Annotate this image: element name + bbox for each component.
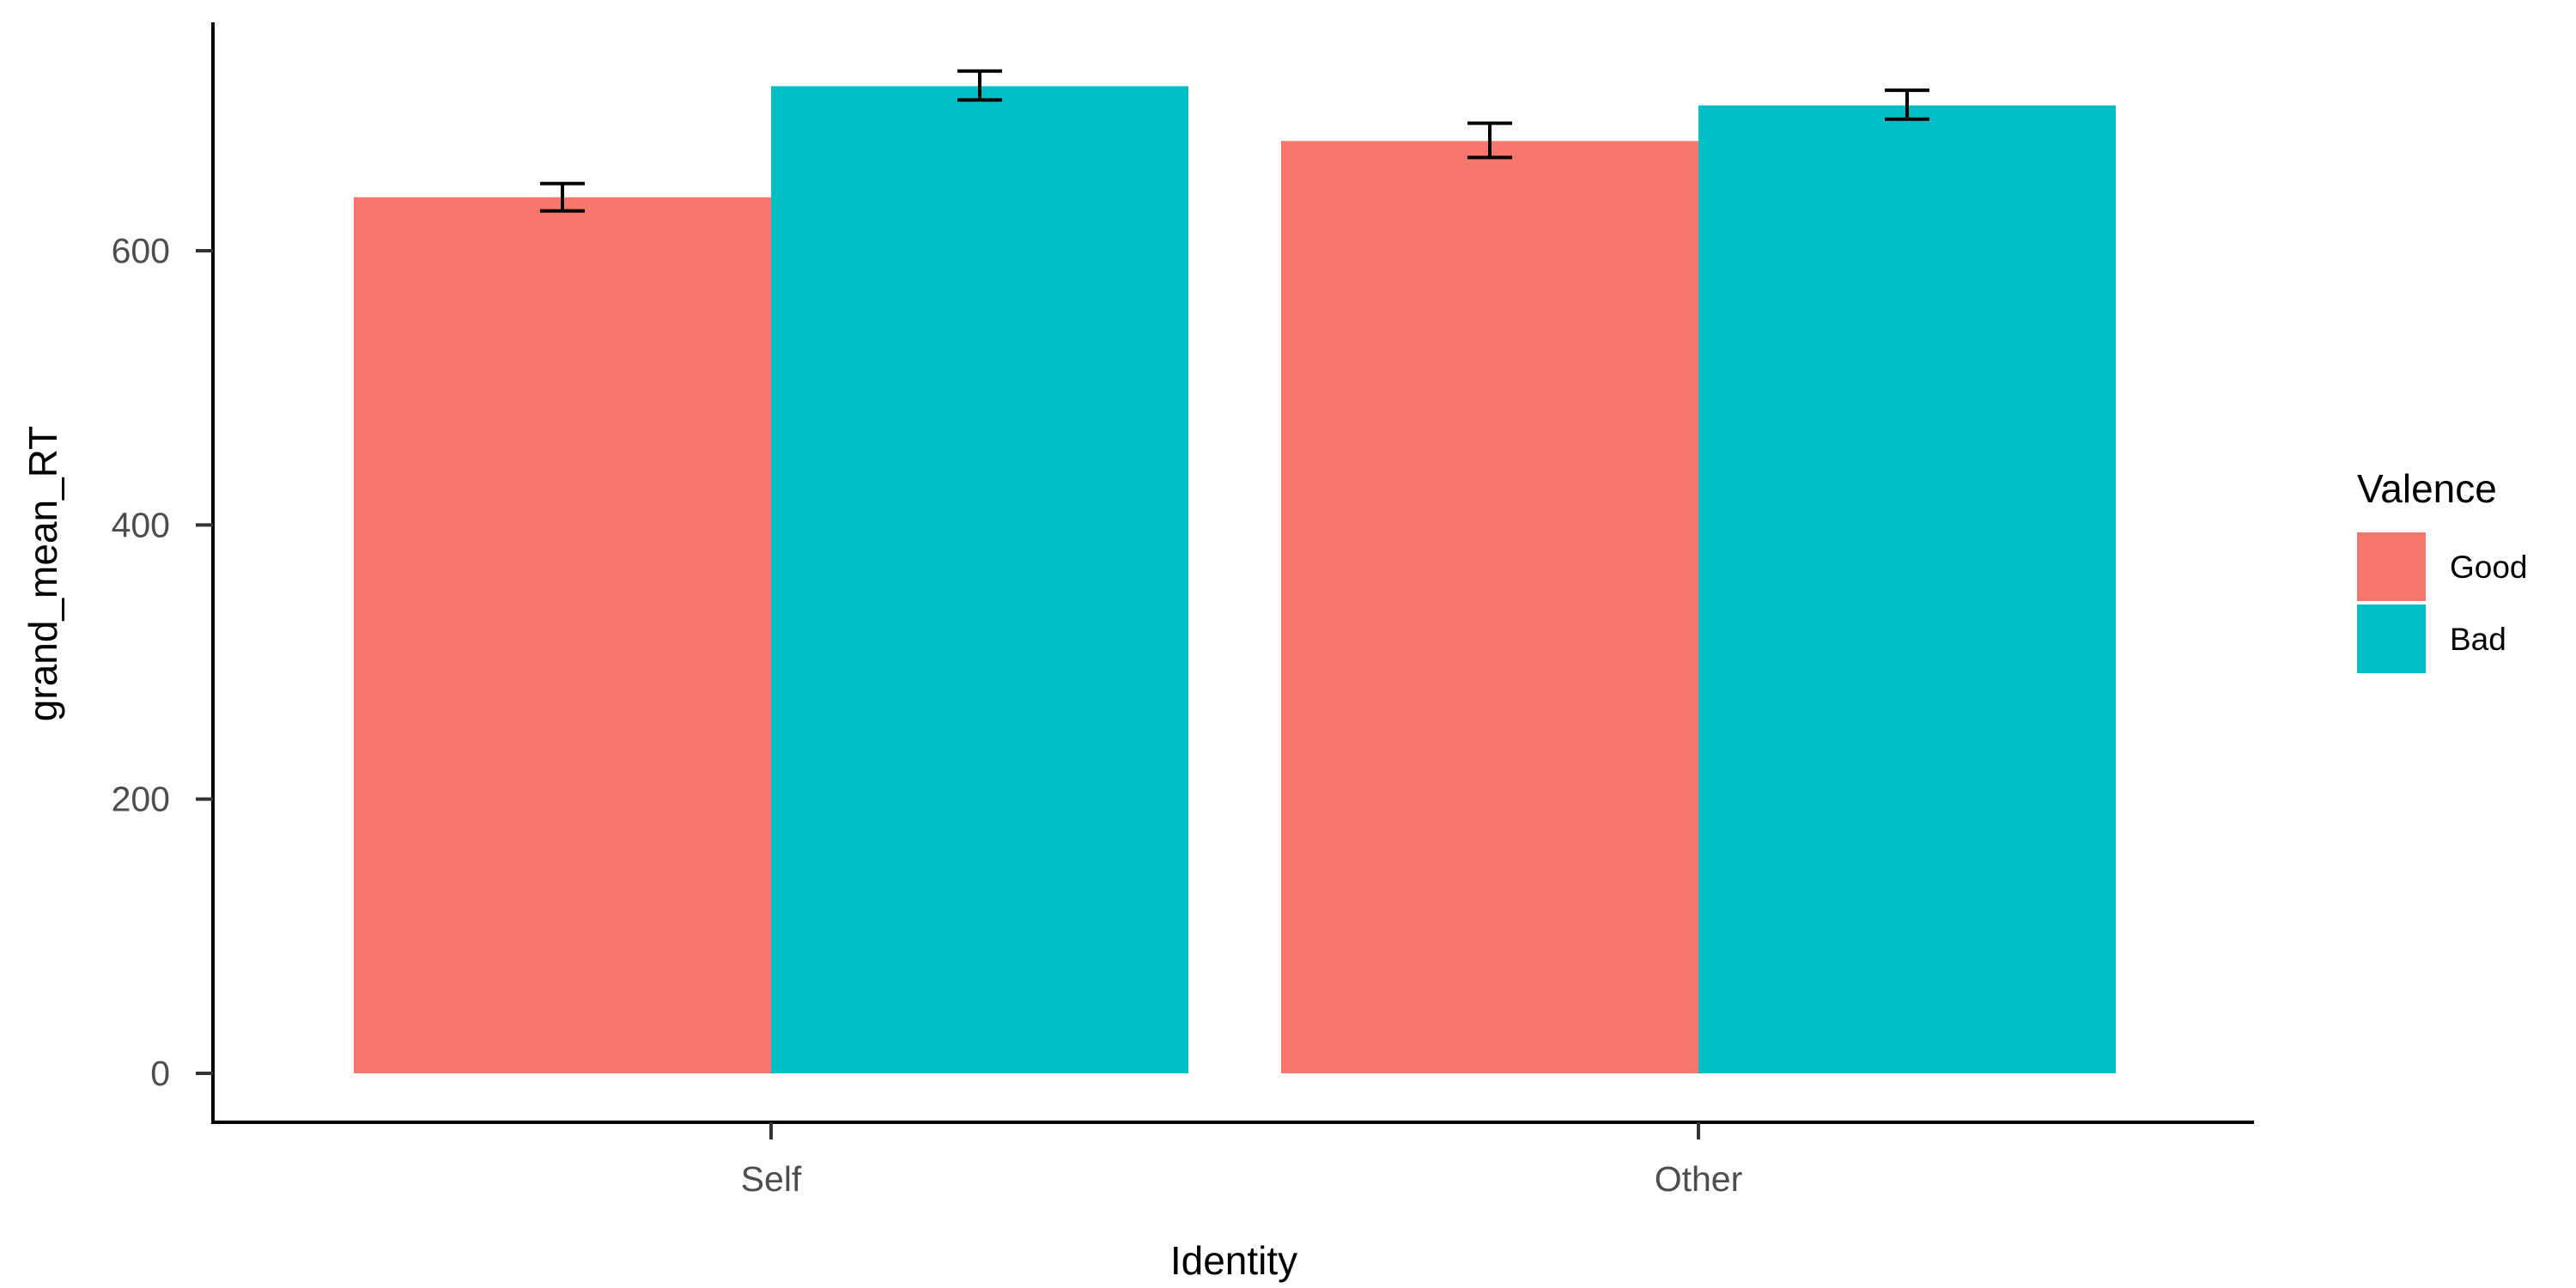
y-axis-title: grand_mean_RT [21,426,65,721]
error-bars-group [540,69,1929,213]
legend-label-bad: Bad [2450,622,2506,657]
y-ticks-group: 0 200 400 600 [112,231,213,1093]
error-bar-self-bad [957,69,1002,102]
bar-self-bad [771,86,1188,1074]
x-ticks-group: Self Other [741,1122,1743,1199]
y-tick-label: 400 [112,505,170,544]
bar-other-good [1281,141,1698,1073]
legend-item-good: Good [2357,532,2528,601]
error-bar-other-good [1467,121,1512,160]
bars-group [354,86,2116,1074]
legend-label-good: Good [2450,550,2528,585]
x-axis-title: Identity [1170,1238,1297,1283]
legend-item-bad: Bad [2357,605,2506,673]
x-tick-label-other: Other [1655,1159,1743,1199]
legend-swatch-good [2357,532,2426,601]
y-tick-label: 200 [112,780,170,819]
bar-self-good [354,197,771,1074]
legend-swatch-bad [2357,605,2426,673]
error-bar-other-bad [1885,88,1929,121]
y-tick-label: 600 [112,231,170,270]
legend-items: Good Bad [2357,532,2528,673]
bar-other-bad [1698,105,2116,1074]
legend-title: Valence [2357,466,2497,511]
x-tick-label-self: Self [741,1159,802,1199]
legend: Valence Good Bad [2357,466,2528,673]
error-bar-self-good [540,181,585,213]
y-tick-label: 0 [150,1054,170,1093]
